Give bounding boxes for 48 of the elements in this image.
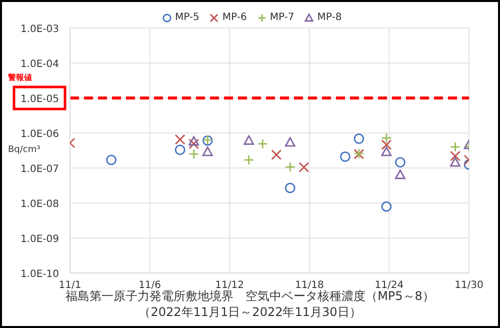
point: [284, 162, 296, 172]
point: [284, 137, 296, 147]
x-tick-label: 11/6: [138, 280, 162, 292]
y-tick-label: 1.0E-08: [20, 199, 59, 210]
point: [381, 201, 392, 212]
point: [450, 150, 460, 162]
y-tick-label: 1.0E-09: [20, 234, 59, 245]
point: [395, 170, 406, 180]
legend-label: MP-7: [270, 12, 294, 23]
point: [298, 162, 310, 172]
point: [188, 138, 200, 150]
point: [381, 140, 392, 150]
point: [202, 146, 213, 156]
point: [395, 157, 406, 168]
y-tick-label: 1.0E-10: [20, 269, 59, 280]
x-tick-label: 11/1: [58, 280, 82, 292]
x-tick-label: 11/24: [374, 280, 404, 292]
point: [188, 148, 200, 160]
point: [450, 142, 460, 152]
point: [340, 152, 350, 162]
point: [354, 133, 364, 144]
x-tick-label: 11/30: [454, 280, 484, 292]
legend-label: MP-5: [175, 12, 200, 23]
x-tick-label: 11/12: [215, 280, 244, 292]
point: [174, 134, 186, 145]
y-tick-label: 1.0E-06: [20, 129, 59, 140]
legend-label: MP-8: [317, 12, 342, 23]
point: [188, 136, 200, 146]
point: [450, 157, 460, 167]
point: [257, 138, 268, 150]
legend-label: MP-6: [222, 12, 247, 23]
y-axis-title: Bq/cm³: [8, 145, 40, 155]
point: [244, 154, 254, 166]
point: [381, 146, 392, 156]
point: [106, 154, 116, 166]
x-tick-label: 11/18: [294, 280, 324, 292]
y-tick-label: 1.0E-07: [20, 164, 59, 175]
y-tick-label: 1.0E-03: [20, 24, 59, 35]
text: （2022年11月1日～2022年11月30日）: [138, 304, 362, 320]
ref-line-label: 警報値: [7, 73, 32, 82]
point: [244, 135, 254, 145]
point: [271, 149, 282, 160]
y-tick-label: 1.0E-04: [20, 59, 59, 70]
point: [174, 144, 186, 156]
point: [284, 182, 296, 194]
text: 福島第一原子力発電所敷地境界 空気中ベータ核種濃度（MP5～8）: [66, 289, 434, 303]
y-tick-label: 1.0E-05: [20, 94, 59, 105]
point: [381, 132, 392, 144]
